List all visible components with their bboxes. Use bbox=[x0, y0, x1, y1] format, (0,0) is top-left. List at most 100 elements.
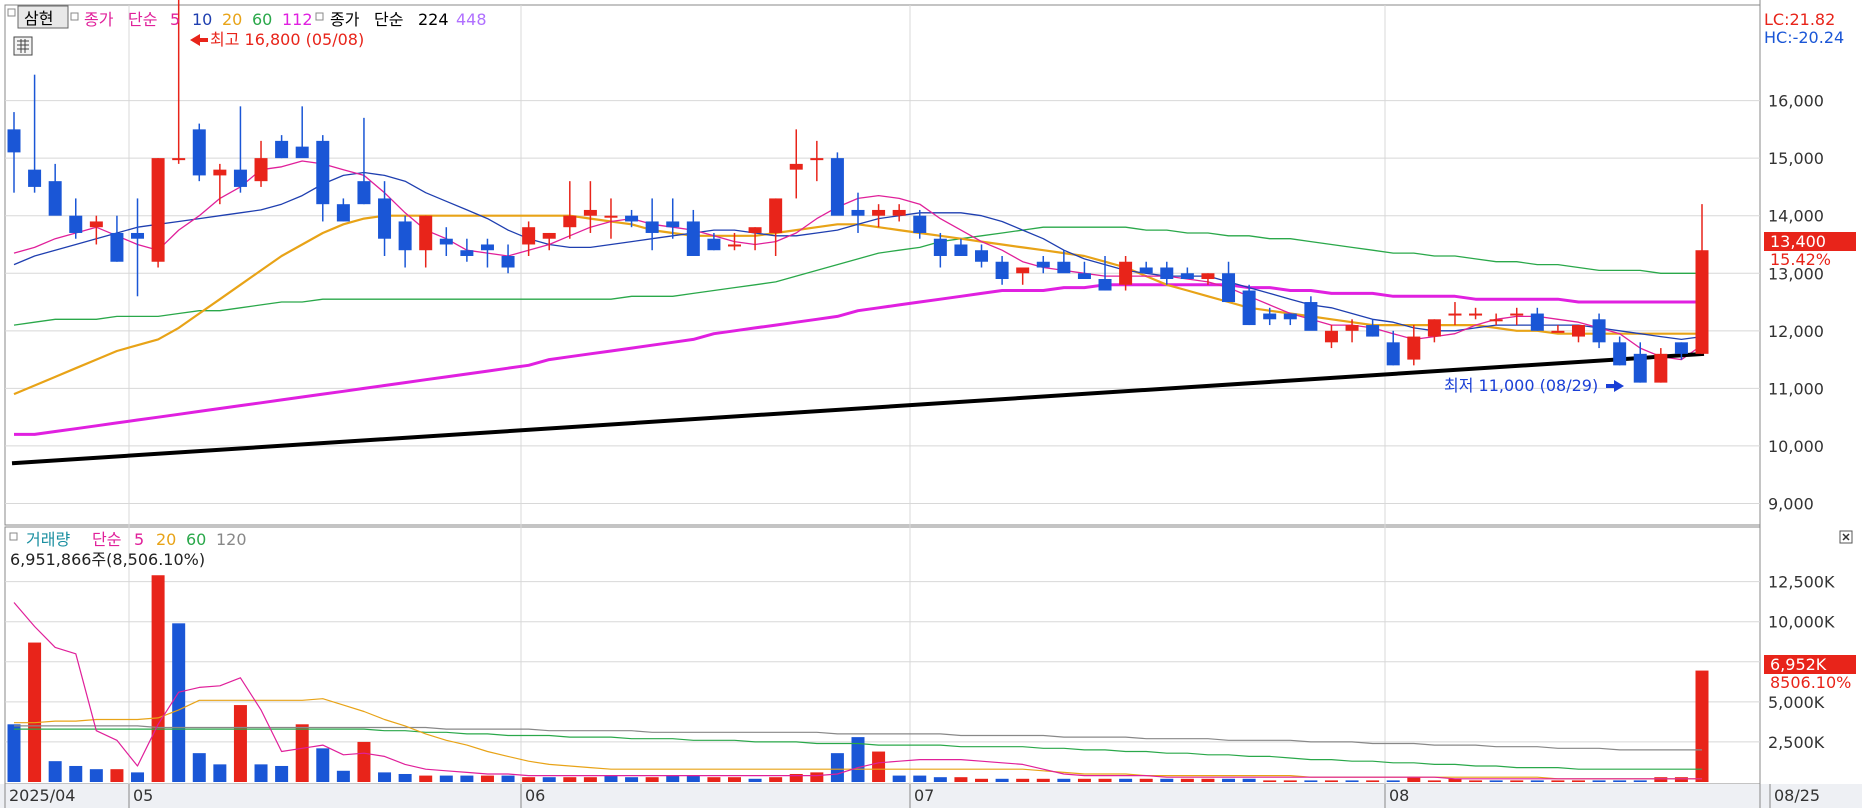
candle-body bbox=[583, 209, 597, 216]
volume-bar bbox=[933, 777, 947, 782]
last-volume-change-label: 8506.10% bbox=[1770, 673, 1851, 692]
candle-body bbox=[48, 181, 62, 216]
candle-body bbox=[1160, 267, 1174, 280]
volume-legend: 거래량 단순 5 20 60 120 6,951,866주(8,506.10%) bbox=[9, 530, 247, 569]
volume-bar bbox=[1119, 778, 1133, 782]
volume-bar bbox=[1077, 778, 1091, 782]
volume-bar bbox=[1242, 778, 1256, 782]
candle-body bbox=[1469, 313, 1483, 316]
date-tick-label: 08 bbox=[1389, 786, 1409, 805]
candle-body bbox=[1201, 273, 1215, 280]
candle-body bbox=[1242, 290, 1256, 326]
candle-body bbox=[542, 232, 556, 239]
volume-bar bbox=[727, 777, 741, 782]
volume-bar bbox=[1592, 780, 1606, 782]
candle-body bbox=[1510, 313, 1524, 316]
grid-glyph bbox=[17, 39, 29, 53]
volume-bar bbox=[89, 769, 103, 782]
volume-bar bbox=[192, 753, 206, 782]
candle-body bbox=[89, 221, 103, 228]
candle-body bbox=[1098, 279, 1112, 291]
legend-marker bbox=[70, 12, 79, 21]
volume-bar bbox=[419, 775, 433, 782]
candle-body bbox=[1180, 273, 1194, 280]
legend-period-448: 448 bbox=[456, 10, 487, 29]
volume-bar bbox=[172, 623, 186, 782]
volume-bar bbox=[110, 769, 124, 782]
volume-bar bbox=[357, 741, 371, 782]
ma60-line bbox=[13, 226, 1702, 326]
candle-body bbox=[625, 215, 639, 222]
price-tick-label: 11,000 bbox=[1768, 379, 1824, 398]
candle-body bbox=[110, 232, 124, 262]
candle-body bbox=[1654, 353, 1668, 383]
candle-body bbox=[810, 158, 824, 161]
candle-body bbox=[872, 209, 886, 216]
price-panel bbox=[4, 4, 1761, 526]
legend-period-10: 10 bbox=[192, 10, 212, 29]
volume-ma120-line bbox=[14, 725, 1702, 751]
legend-method: 단순 bbox=[128, 10, 157, 29]
volume-bar bbox=[233, 705, 247, 782]
volume-bar bbox=[1613, 780, 1627, 782]
volume-ma60-line bbox=[14, 728, 1702, 770]
candle-body bbox=[913, 215, 927, 233]
volume-bar bbox=[1366, 780, 1380, 782]
volume-legend-method: 단순 bbox=[92, 530, 121, 549]
volume-bar bbox=[995, 778, 1009, 782]
candle-body bbox=[460, 250, 474, 256]
candle-body bbox=[1613, 342, 1627, 366]
candle-body bbox=[1592, 319, 1606, 343]
legend-marker bbox=[9, 532, 18, 541]
volume-bar bbox=[501, 775, 515, 782]
volume-bar bbox=[1633, 780, 1647, 782]
volume-bar bbox=[28, 642, 42, 782]
candle-body bbox=[1633, 353, 1647, 383]
volume-bar bbox=[1324, 780, 1338, 782]
price-tick-label: 16,000 bbox=[1768, 92, 1824, 111]
candle-body bbox=[975, 250, 989, 262]
volume-ma5-line bbox=[13, 602, 1702, 780]
volume-bar bbox=[913, 775, 927, 782]
candle-body bbox=[645, 221, 659, 233]
volume-bar bbox=[1654, 777, 1668, 782]
volume-bar-series bbox=[7, 575, 1709, 782]
stock-name-box[interactable] bbox=[17, 5, 69, 29]
last-volume-badge bbox=[1764, 655, 1856, 674]
date-tick-label: 05 bbox=[133, 786, 153, 805]
candle-body bbox=[316, 140, 330, 205]
volume-bar bbox=[769, 777, 783, 782]
table-toggle-icon[interactable] bbox=[13, 36, 33, 56]
candle-body bbox=[398, 221, 412, 251]
volume-bar bbox=[439, 775, 453, 782]
high-annotation: 최고 16,800 (05/08) bbox=[190, 30, 364, 49]
volume-bar bbox=[69, 765, 83, 782]
date-axis-ticks: 2025/04 05 06 07 08 08/25 bbox=[4, 784, 1820, 808]
candle-body bbox=[295, 146, 309, 159]
volume-bar bbox=[1283, 780, 1297, 782]
candle-body bbox=[480, 244, 494, 251]
legend-period-112: 112 bbox=[282, 10, 313, 29]
hc-label: HC:-20.24 bbox=[1764, 28, 1844, 47]
candle-body bbox=[995, 261, 1009, 280]
candle-body bbox=[28, 169, 42, 187]
last-volume-label: 6,952K bbox=[1770, 655, 1827, 674]
volume-readout: 6,951,866주(8,506.10%) bbox=[10, 550, 205, 569]
candle-body bbox=[1366, 325, 1380, 337]
volume-bar bbox=[378, 772, 392, 782]
volume-bar bbox=[872, 751, 886, 782]
volume-bar bbox=[748, 778, 762, 782]
volume-bar bbox=[398, 773, 412, 782]
volume-bar bbox=[7, 724, 21, 782]
x-axis-bar bbox=[0, 784, 1862, 808]
legend-marker bbox=[7, 8, 16, 17]
candle-body bbox=[727, 244, 741, 247]
volume-moving-averages bbox=[13, 602, 1702, 780]
volume-bar bbox=[254, 764, 268, 782]
volume-bar bbox=[542, 777, 556, 782]
volume-bar bbox=[1345, 780, 1359, 782]
candle-body bbox=[254, 158, 268, 182]
low-annotation: 최저 11,000 (08/29) bbox=[1444, 376, 1624, 395]
